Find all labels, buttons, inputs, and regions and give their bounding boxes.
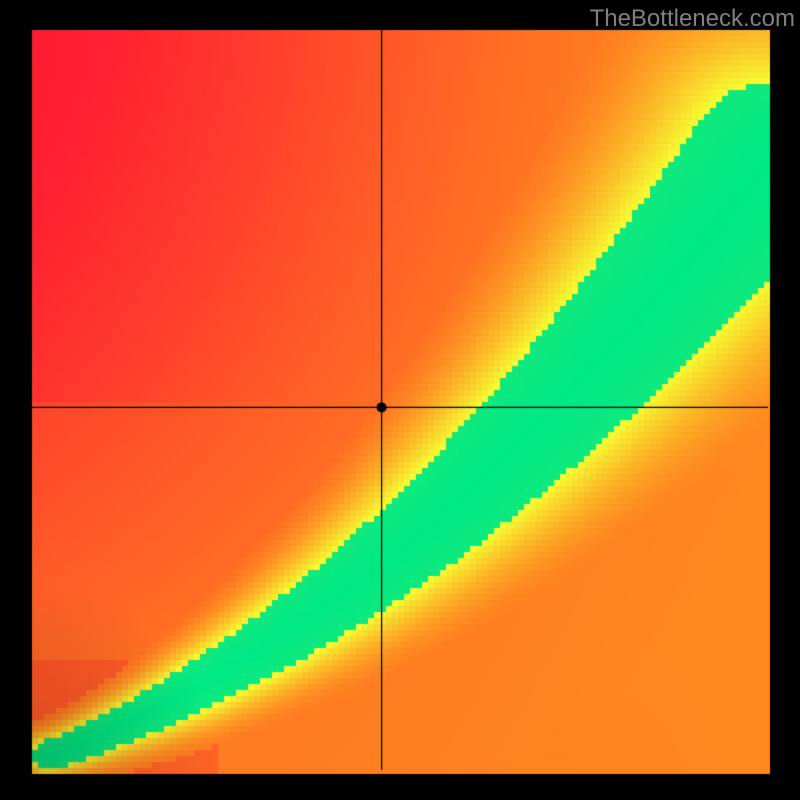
chart-container: { "source_label": "TheBottleneck.com", "… (0, 0, 800, 800)
bottleneck-heatmap (0, 0, 800, 800)
